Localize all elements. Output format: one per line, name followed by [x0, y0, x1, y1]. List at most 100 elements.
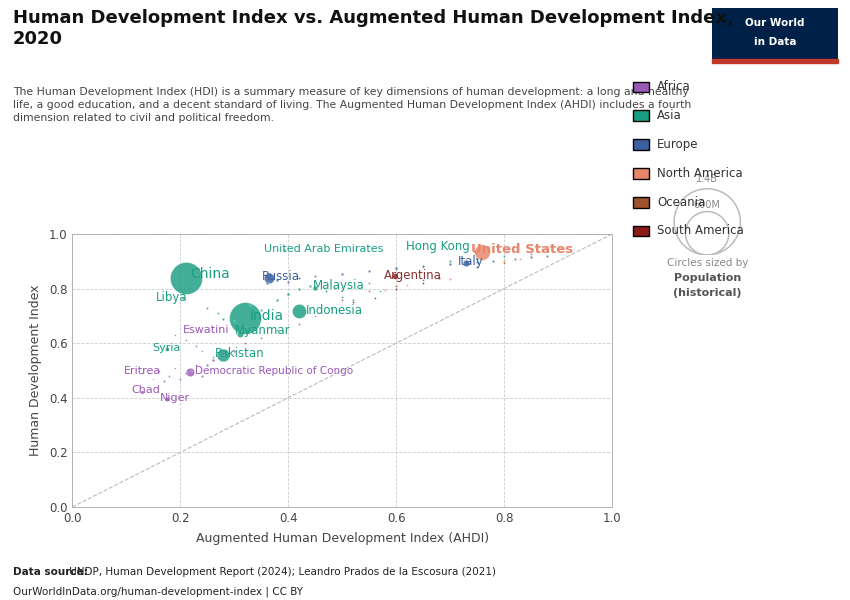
- Text: 1.4B: 1.4B: [696, 174, 718, 184]
- Point: [183, 368, 196, 377]
- Text: Eswatini: Eswatini: [183, 325, 230, 335]
- Point: [168, 330, 182, 340]
- Point: [416, 262, 430, 272]
- Point: [260, 278, 274, 288]
- Text: Indonesia: Indonesia: [305, 304, 362, 317]
- Point: [152, 365, 166, 376]
- Point: [195, 347, 208, 356]
- Point: [433, 273, 446, 283]
- Point: [470, 262, 484, 272]
- Point: [335, 295, 348, 304]
- Point: [227, 347, 241, 356]
- Point: [184, 365, 198, 376]
- Point: [444, 256, 457, 266]
- Text: The Human Development Index (HDI) is a summary measure of key dimensions of huma: The Human Development Index (HDI) is a s…: [13, 87, 691, 123]
- Point: [303, 281, 316, 290]
- Point: [460, 258, 473, 268]
- Point: [362, 266, 376, 275]
- Text: in Data: in Data: [754, 37, 796, 47]
- Point: [238, 322, 252, 332]
- Text: Europe: Europe: [657, 138, 699, 151]
- Point: [292, 284, 306, 293]
- Point: [508, 254, 522, 263]
- Point: [254, 305, 268, 315]
- Point: [292, 319, 306, 329]
- Point: [497, 256, 511, 266]
- Text: Libya: Libya: [156, 291, 188, 304]
- Point: [416, 275, 430, 285]
- Text: Myanmar: Myanmar: [235, 323, 291, 337]
- Point: [146, 374, 160, 383]
- Text: Africa: Africa: [657, 80, 691, 94]
- Point: [476, 247, 490, 257]
- Point: [309, 311, 322, 320]
- Point: [178, 368, 192, 378]
- Point: [281, 277, 295, 287]
- Point: [389, 263, 403, 273]
- Point: [206, 355, 219, 364]
- Text: Eritrea: Eritrea: [123, 367, 161, 376]
- Text: Our World: Our World: [745, 18, 805, 28]
- Text: Italy: Italy: [458, 255, 484, 268]
- Point: [136, 368, 150, 377]
- Point: [292, 306, 306, 316]
- Point: [292, 273, 306, 283]
- Point: [524, 253, 538, 262]
- Point: [368, 293, 382, 302]
- Text: Human Development Index vs. Augmented Human Development Index,
2020: Human Development Index vs. Augmented Hu…: [13, 9, 734, 49]
- Point: [346, 295, 360, 304]
- Point: [309, 283, 322, 293]
- Point: [160, 344, 173, 354]
- Point: [346, 297, 360, 307]
- Point: [141, 368, 155, 378]
- Point: [378, 285, 392, 295]
- Point: [335, 269, 348, 278]
- Point: [187, 326, 201, 336]
- Text: Oceania: Oceania: [657, 196, 706, 209]
- Text: Asia: Asia: [657, 109, 682, 122]
- Text: Argentina: Argentina: [384, 269, 442, 282]
- Point: [178, 335, 192, 345]
- Point: [416, 278, 430, 288]
- Point: [444, 259, 457, 269]
- Point: [136, 387, 150, 397]
- Point: [497, 258, 511, 268]
- Point: [254, 333, 268, 343]
- Point: [389, 281, 403, 290]
- Point: [162, 371, 176, 381]
- Bar: [712, 59, 838, 63]
- Text: United Arab Emirates: United Arab Emirates: [264, 244, 384, 254]
- Text: Pakistan: Pakistan: [215, 347, 265, 360]
- Text: Chad: Chad: [132, 385, 161, 395]
- Point: [157, 377, 171, 386]
- Text: Population: Population: [673, 273, 741, 283]
- Point: [206, 352, 219, 362]
- Text: UNDP, Human Development Report (2024); Leandro Prados de la Escosura (2021): UNDP, Human Development Report (2024); L…: [66, 567, 496, 577]
- Point: [190, 341, 203, 351]
- Point: [524, 250, 538, 259]
- Point: [335, 292, 348, 302]
- Point: [178, 274, 192, 283]
- Point: [362, 287, 376, 296]
- Point: [388, 272, 402, 281]
- Point: [190, 360, 203, 370]
- Point: [389, 265, 403, 274]
- Point: [160, 395, 173, 404]
- Point: [400, 280, 414, 289]
- Text: Hong Kong: Hong Kong: [405, 240, 469, 253]
- Point: [389, 284, 403, 293]
- Point: [263, 274, 276, 283]
- Point: [309, 272, 322, 281]
- Text: Russia: Russia: [263, 270, 300, 283]
- Point: [195, 371, 208, 381]
- Point: [217, 349, 230, 359]
- Text: China: China: [190, 266, 230, 281]
- Text: Data source:: Data source:: [13, 567, 88, 577]
- Text: South America: South America: [657, 224, 744, 238]
- Point: [362, 278, 376, 288]
- Point: [541, 251, 554, 260]
- Point: [319, 287, 332, 296]
- Point: [281, 289, 295, 299]
- Text: Niger: Niger: [160, 393, 190, 403]
- Text: Circles sized by: Circles sized by: [666, 258, 748, 268]
